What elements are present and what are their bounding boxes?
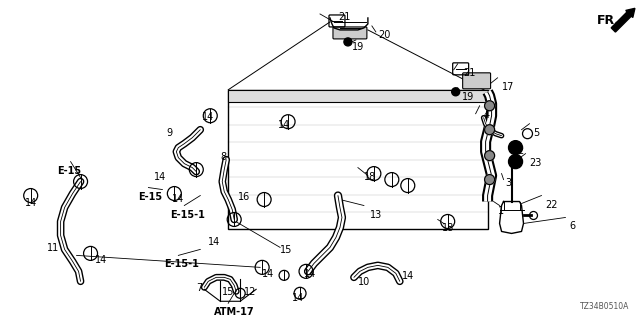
Text: 14: 14 [172,194,184,204]
Text: 14: 14 [292,293,304,303]
Text: 23: 23 [529,158,542,168]
Text: 2: 2 [518,146,524,156]
Text: E-15: E-15 [56,166,81,176]
Text: 14: 14 [278,120,291,130]
Bar [228,90,488,102]
Text: 1: 1 [497,205,504,215]
Text: 16: 16 [238,192,250,202]
Text: 19: 19 [352,42,364,52]
Text: 8: 8 [220,152,227,162]
Text: E-15: E-15 [138,192,163,202]
Text: 22: 22 [545,200,558,210]
Circle shape [484,125,495,135]
FancyArrow shape [611,8,635,32]
Text: 14: 14 [25,197,37,208]
Text: 6: 6 [570,221,575,231]
Text: 12: 12 [244,287,257,297]
Circle shape [344,38,352,46]
Text: 14: 14 [95,255,107,265]
Text: 21: 21 [463,68,476,78]
Text: 3: 3 [506,178,512,188]
Text: 10: 10 [358,277,370,287]
Text: 15: 15 [280,245,292,255]
Text: 20: 20 [378,30,390,40]
Text: 14: 14 [262,269,275,279]
Text: 5: 5 [534,128,540,138]
Text: 13: 13 [370,210,382,220]
Text: E-15-1: E-15-1 [170,210,205,220]
Text: 19: 19 [461,92,474,102]
Text: 7: 7 [196,283,202,293]
Circle shape [509,141,522,155]
Circle shape [452,88,460,96]
Text: 14: 14 [202,112,214,122]
Text: 14: 14 [208,237,221,247]
Text: E-15-1: E-15-1 [164,260,199,269]
Text: 18: 18 [364,172,376,181]
Text: 21: 21 [338,12,350,22]
Circle shape [484,175,495,185]
Text: 4: 4 [484,110,490,120]
Text: TZ34B0510A: TZ34B0510A [580,302,629,311]
Text: 14: 14 [154,172,166,181]
Text: 17: 17 [502,82,514,92]
FancyBboxPatch shape [463,73,491,89]
FancyBboxPatch shape [333,27,367,39]
Text: 9: 9 [166,128,173,138]
Text: FR.: FR. [597,14,620,27]
Circle shape [509,155,522,169]
Text: ATM-17: ATM-17 [214,307,255,317]
Text: 18: 18 [442,223,454,234]
Text: 11: 11 [47,244,59,253]
Text: 14: 14 [304,269,316,279]
Text: 14: 14 [402,271,414,281]
Text: 15: 15 [222,287,235,297]
Bar [228,90,488,229]
Circle shape [484,151,495,161]
Circle shape [484,101,495,111]
